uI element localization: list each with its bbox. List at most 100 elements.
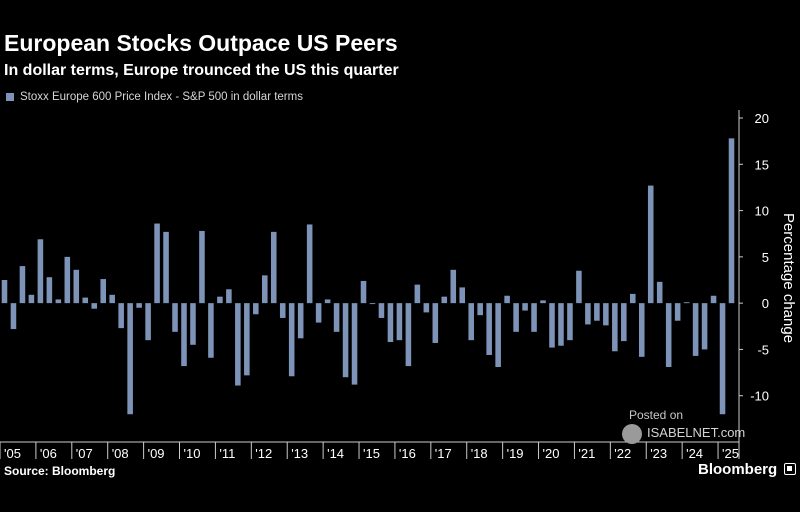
bar — [674, 303, 681, 321]
x-tick-label: '20 — [543, 446, 560, 461]
bar — [414, 284, 421, 304]
bar — [288, 303, 295, 377]
bar — [504, 295, 510, 304]
x-tick-label: '18 — [471, 446, 488, 461]
bar — [262, 275, 268, 304]
bar — [306, 224, 313, 304]
x-tick-label: '12 — [255, 446, 272, 461]
bar — [585, 303, 591, 325]
y-tick-label: 0 — [762, 296, 769, 311]
bar — [692, 303, 699, 356]
x-tick-label: '08 — [112, 446, 129, 461]
bar — [333, 303, 340, 332]
brand-logo: Bloomberg — [698, 461, 778, 478]
legend-swatch — [6, 93, 14, 101]
bar — [19, 266, 26, 304]
bar — [324, 299, 331, 304]
bar — [656, 281, 663, 304]
bar — [665, 303, 672, 368]
bar — [477, 303, 483, 316]
chart-subtitle: In dollar terms, Europe trounced the US … — [4, 62, 399, 79]
bar — [226, 289, 232, 304]
y-tick-label: 5 — [762, 250, 769, 265]
bar — [432, 303, 439, 343]
y-tick-label: -5 — [757, 342, 769, 357]
bar — [235, 303, 241, 386]
bar — [73, 269, 80, 304]
bar — [64, 256, 71, 304]
bar — [378, 303, 385, 318]
bar — [405, 303, 412, 367]
bar — [342, 303, 349, 378]
bar — [701, 303, 708, 350]
bar — [10, 303, 17, 330]
bar — [369, 303, 376, 305]
y-axis: 20 15 10 5 0 -5 -10 — [738, 110, 769, 442]
x-tick-label: '23 — [650, 446, 667, 461]
bar — [270, 231, 277, 304]
bar — [172, 303, 178, 332]
bar — [351, 303, 358, 385]
bar — [486, 303, 492, 355]
watermark-posted: Posted on — [629, 408, 684, 422]
x-tick-label: '13 — [291, 446, 308, 461]
bar — [540, 300, 546, 304]
x-tick-label: '10 — [184, 446, 201, 461]
y-axis-label: Percentage change — [780, 213, 797, 343]
bar — [728, 138, 735, 304]
bar — [459, 287, 466, 304]
source-note: Source: Bloomberg — [4, 464, 116, 478]
bar — [558, 303, 564, 346]
bar — [145, 303, 151, 341]
x-tick-label: '11 — [219, 446, 235, 461]
bar — [630, 293, 636, 304]
bar — [1, 280, 8, 304]
x-tick-label: '15 — [363, 446, 380, 461]
bar — [136, 303, 142, 308]
bar — [549, 303, 555, 348]
x-tick-label: '25 — [722, 446, 739, 461]
bar — [396, 303, 403, 341]
bar — [100, 279, 106, 304]
bar — [567, 303, 573, 341]
bar — [297, 303, 304, 339]
bar — [82, 297, 89, 304]
bar — [127, 303, 133, 415]
globe-icon — [622, 424, 642, 444]
x-tick-label: '07 — [76, 446, 93, 461]
bar — [199, 230, 205, 304]
bar — [109, 294, 115, 304]
bar — [279, 303, 286, 318]
bar — [531, 303, 537, 332]
bar — [37, 239, 44, 304]
x-tick-label: '17 — [435, 446, 452, 461]
bar — [55, 299, 62, 304]
bar — [253, 303, 259, 315]
bar — [217, 296, 223, 304]
bar — [91, 303, 98, 309]
bar — [315, 303, 322, 323]
bar — [621, 303, 627, 342]
bar — [360, 280, 367, 304]
bar — [118, 303, 124, 329]
bar — [154, 223, 160, 304]
watermark-site: ISABELNET.com — [647, 425, 746, 440]
y-tick-label: -10 — [750, 389, 769, 404]
x-tick-label: '06 — [40, 446, 57, 461]
bar — [163, 231, 169, 304]
x-tick-label: '24 — [686, 446, 703, 461]
bar — [387, 303, 394, 343]
bar — [450, 269, 457, 304]
bar — [683, 302, 690, 304]
x-tick-label: '22 — [614, 446, 631, 461]
bar — [647, 185, 654, 304]
bar — [612, 303, 618, 352]
x-tick-label: '14 — [327, 446, 344, 461]
x-tick-label: '19 — [507, 446, 524, 461]
y-tick-label: 15 — [755, 157, 769, 172]
bar — [468, 303, 474, 341]
y-tick-label: 10 — [755, 204, 769, 219]
legend: Stoxx Europe 600 Price Index - S&P 500 i… — [6, 91, 303, 103]
bar — [244, 303, 250, 376]
